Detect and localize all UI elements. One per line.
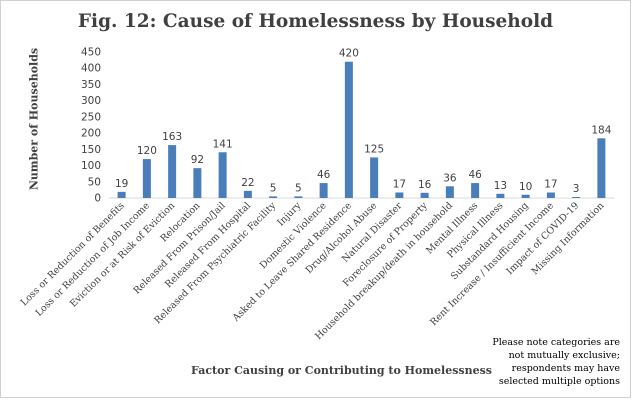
category-label: Eviction or at Risk of Eviction bbox=[68, 200, 177, 309]
category-label: Loss or Reduction of Benefits bbox=[19, 200, 127, 308]
y-tick-label: 50 bbox=[88, 176, 101, 188]
data-label: 46 bbox=[317, 169, 331, 181]
data-label: 420 bbox=[339, 48, 359, 60]
data-label: 16 bbox=[418, 179, 432, 191]
data-label: 125 bbox=[364, 143, 384, 155]
y-tick-label: 150 bbox=[81, 144, 101, 156]
bar bbox=[521, 194, 530, 198]
data-label: 19 bbox=[115, 178, 128, 190]
bar bbox=[370, 157, 379, 198]
bar bbox=[243, 190, 252, 198]
data-label: 3 bbox=[573, 183, 580, 195]
y-tick-label: 400 bbox=[81, 63, 101, 75]
bar bbox=[572, 197, 581, 198]
bar bbox=[546, 192, 555, 198]
footnote: Please note categories are not mutually … bbox=[492, 337, 620, 387]
bar bbox=[117, 191, 126, 198]
bar bbox=[193, 168, 202, 198]
data-label: 46 bbox=[468, 169, 482, 181]
y-tick-label: 100 bbox=[81, 160, 101, 172]
data-label: 36 bbox=[443, 172, 457, 184]
x-axis-label: Factor Causing or Contributing to Homele… bbox=[191, 364, 492, 377]
bar bbox=[597, 138, 606, 198]
data-label: 120 bbox=[137, 145, 157, 157]
bar bbox=[471, 183, 480, 198]
chart-title: Fig. 12: Cause of Homelessness by Househ… bbox=[77, 11, 554, 32]
bar bbox=[445, 186, 454, 198]
bar bbox=[496, 193, 505, 198]
y-tick-label: 200 bbox=[81, 128, 101, 140]
bar bbox=[344, 61, 353, 198]
bar bbox=[319, 183, 328, 198]
data-label: 141 bbox=[213, 138, 233, 150]
bar bbox=[168, 145, 177, 198]
y-tick-label: 350 bbox=[81, 79, 101, 91]
bar bbox=[395, 192, 404, 198]
bar bbox=[142, 159, 151, 198]
bar bbox=[294, 196, 303, 198]
y-tick-label: 0 bbox=[94, 193, 101, 205]
category-label: Loss or Reduction of Job Income bbox=[34, 200, 153, 319]
bar bbox=[218, 152, 227, 198]
data-label: 17 bbox=[393, 178, 406, 190]
y-tick-label: 250 bbox=[81, 111, 101, 123]
data-label: 5 bbox=[295, 182, 302, 194]
data-label: 92 bbox=[191, 154, 204, 166]
bar bbox=[420, 192, 429, 198]
data-label: 17 bbox=[544, 178, 557, 190]
data-label: 13 bbox=[494, 180, 507, 192]
y-tick-label: 300 bbox=[81, 95, 101, 107]
data-label: 10 bbox=[519, 181, 532, 193]
data-label: 184 bbox=[591, 124, 611, 136]
data-label: 163 bbox=[162, 131, 182, 143]
data-label: 22 bbox=[241, 177, 254, 189]
data-label: 5 bbox=[270, 182, 277, 194]
y-tick-label: 450 bbox=[81, 47, 101, 59]
bar bbox=[269, 196, 278, 198]
